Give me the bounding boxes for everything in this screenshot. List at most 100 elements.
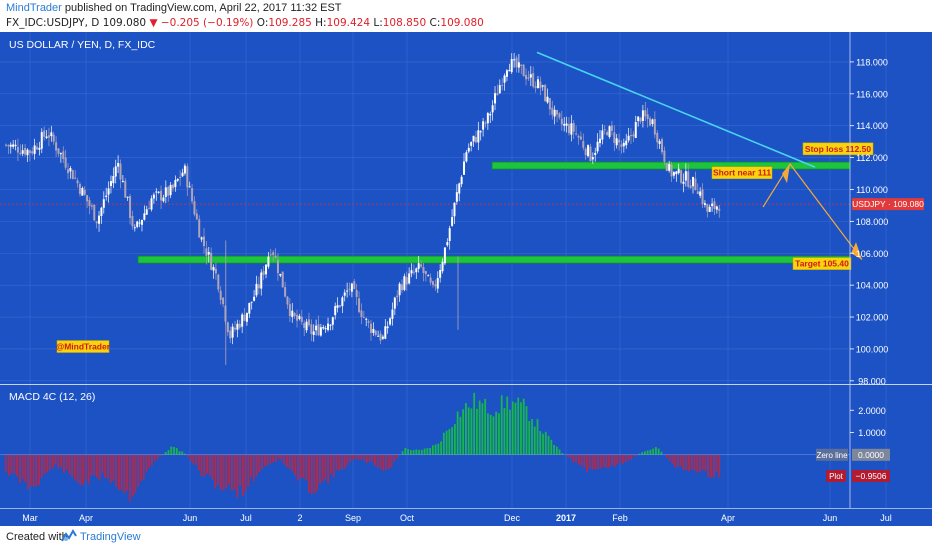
candle-body xyxy=(191,188,194,202)
candle-body xyxy=(391,309,394,319)
candle-body xyxy=(360,310,363,318)
time-tick-label: Apr xyxy=(721,513,735,523)
candle-body xyxy=(160,190,163,201)
candle-body xyxy=(362,316,365,318)
candle-body xyxy=(708,206,711,212)
main-chart-title: US DOLLAR / YEN, D, FX_IDC xyxy=(9,39,156,51)
price-tick-label: 102.000 xyxy=(856,313,889,323)
chart-canvas[interactable]: Stop loss 112.50 Short near 111 Target 105… xyxy=(0,32,932,526)
candle-body xyxy=(234,327,237,330)
candle-body xyxy=(587,145,590,157)
candle-body xyxy=(565,123,568,126)
low-label: L: xyxy=(373,17,383,29)
candle-body xyxy=(171,184,174,189)
candle-body xyxy=(143,213,146,220)
candle-body xyxy=(350,283,353,292)
candle-body xyxy=(455,192,458,202)
candle-body xyxy=(479,131,482,133)
lower-zone-band xyxy=(137,255,851,264)
candle-body xyxy=(591,157,594,160)
candle-body xyxy=(508,69,511,72)
candle-body xyxy=(532,73,535,87)
candle-body xyxy=(117,162,120,167)
candle-body xyxy=(67,169,70,174)
candle-body xyxy=(544,84,547,102)
candle-body xyxy=(207,251,210,255)
candle-body xyxy=(589,146,592,162)
candle-body xyxy=(482,121,485,130)
candle-body xyxy=(663,150,666,162)
candle-body xyxy=(12,144,15,147)
candle-body xyxy=(596,141,599,152)
candle-body xyxy=(429,277,432,283)
downtrend-line xyxy=(536,51,816,168)
published-text: published on TradingView.com, April 22, … xyxy=(61,2,342,14)
candle-body xyxy=(59,153,62,155)
candle-body xyxy=(174,180,177,188)
candle-body xyxy=(629,135,632,137)
plot-name: Plot xyxy=(829,472,844,481)
candle-body xyxy=(164,187,167,197)
candle-body xyxy=(334,306,337,316)
candle-body xyxy=(121,180,124,182)
candle-body xyxy=(257,284,260,289)
arrow-head-down xyxy=(851,242,862,260)
price-tick-label: 118.000 xyxy=(856,57,888,67)
price-tick-label: 98.000 xyxy=(858,376,886,386)
candle-body xyxy=(400,284,403,291)
candle-body xyxy=(672,172,675,176)
candle-body xyxy=(5,144,7,146)
candle-body xyxy=(441,261,444,272)
close-label: C: xyxy=(429,17,441,29)
candle-body xyxy=(706,204,709,212)
candle-body xyxy=(560,118,563,125)
candle-body xyxy=(243,314,246,321)
candle-body xyxy=(458,183,461,194)
candle-body xyxy=(152,194,155,199)
candle-body xyxy=(434,284,437,287)
arrow-head-up xyxy=(782,163,790,184)
candle-body xyxy=(329,324,332,326)
current-price-label: USDJPY · 109.080 xyxy=(852,199,924,209)
candle-body xyxy=(522,64,525,77)
candle-body xyxy=(670,164,673,177)
candle-body xyxy=(298,315,301,319)
candle-body xyxy=(276,260,279,274)
candle-body xyxy=(293,313,296,317)
candle-body xyxy=(577,135,580,138)
candle-body xyxy=(398,283,401,296)
author-link[interactable]: MindTrader xyxy=(6,2,62,14)
candle-body xyxy=(424,271,427,275)
candle-body xyxy=(598,138,601,144)
candle-body xyxy=(76,180,79,184)
candle-body xyxy=(601,130,604,140)
candle-body xyxy=(517,62,520,68)
candle-body xyxy=(618,139,621,143)
candle-body xyxy=(515,57,518,68)
price-tick-label: 112.000 xyxy=(856,153,888,163)
candle-body xyxy=(539,81,542,89)
high-label: H: xyxy=(315,17,327,29)
tradingview-brand-link[interactable]: TradingView xyxy=(80,531,141,543)
candle-body xyxy=(9,144,12,147)
candle-body xyxy=(570,123,573,135)
candle-body xyxy=(503,75,506,83)
candle-body xyxy=(248,302,251,314)
candle-body xyxy=(715,206,718,210)
candle-body xyxy=(656,132,659,143)
candle-body xyxy=(613,132,616,143)
candle-body xyxy=(74,177,77,179)
candle-body xyxy=(315,325,318,331)
candle-body xyxy=(341,297,344,307)
candle-body xyxy=(260,272,263,289)
candle-body xyxy=(687,171,690,187)
candle-body xyxy=(231,326,234,338)
candle-body xyxy=(272,252,275,256)
candle-body xyxy=(575,133,578,135)
candle-body xyxy=(646,114,649,120)
candle-body xyxy=(16,146,19,153)
candle-body xyxy=(284,287,287,297)
candle-body xyxy=(162,197,165,202)
candle-body xyxy=(145,209,148,215)
candle-body xyxy=(412,271,415,273)
